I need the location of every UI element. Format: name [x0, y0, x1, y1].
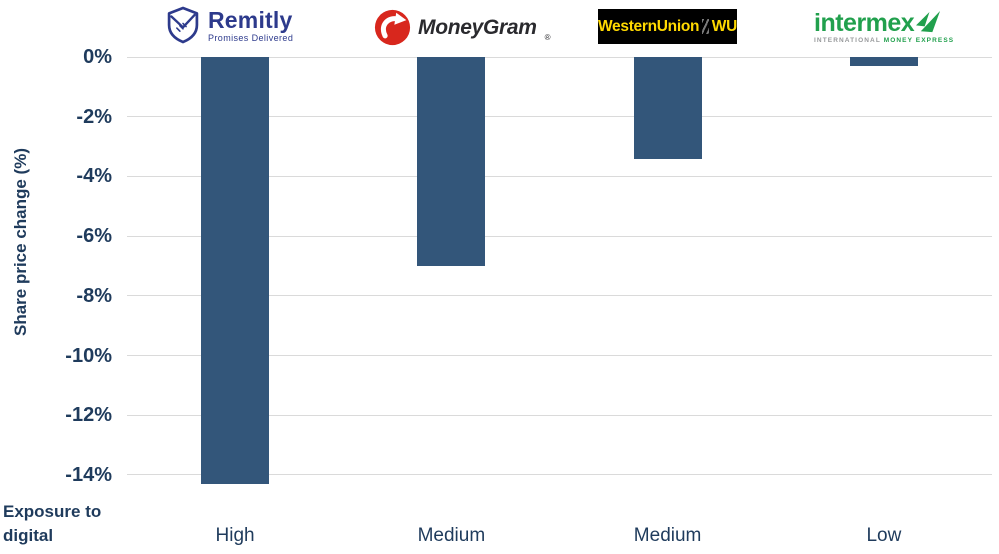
x-category-label: Medium [633, 525, 702, 546]
gridline [127, 295, 992, 297]
bar-western-union [633, 57, 702, 159]
x-axis-title-line1: Exposure to [3, 502, 102, 521]
wu-slashes-icon [702, 19, 709, 34]
westernunion-logo-abbr: WU [711, 17, 738, 35]
westernunion-logo: WesternUnion WU [598, 9, 737, 44]
remitly-logo-name: Remitly [208, 6, 293, 33]
x-category-label: Medium [417, 525, 486, 546]
y-tick-label: -12% [65, 404, 112, 427]
intermex-arrow-icon [916, 11, 941, 33]
x-category-label: Low [866, 525, 902, 546]
moneygram-logo: MoneyGram ® [374, 9, 551, 46]
gridline [127, 175, 992, 177]
intermex-logo-subtext: INTERNATIONAL MONEY EXPRESS [814, 37, 954, 44]
intermex-logo: intermex INTERNATIONAL MONEY EXPRESS [814, 11, 954, 45]
bar-intermex [849, 57, 918, 66]
remitly-logo: Remitly Promises Delivered [166, 6, 293, 44]
gridline [127, 355, 992, 356]
intermex-subtext-international: INTERNATIONAL [814, 37, 881, 44]
gridline [127, 116, 992, 118]
bar-remitly [201, 57, 270, 484]
remitly-logo-tagline: Promises Delivered [208, 32, 294, 43]
x-category-label: High [215, 525, 255, 546]
remitly-logo-text: Remitly Promises Delivered [208, 8, 293, 43]
gridline [127, 474, 992, 476]
x-axis-title-line2: digital [3, 526, 54, 545]
remitly-shield-icon [167, 6, 199, 44]
y-tick-label: 0% [83, 46, 112, 68]
bar-moneygram [417, 57, 486, 266]
moneygram-registered-mark: ® [544, 33, 551, 42]
gridline [127, 56, 992, 58]
gridline [127, 235, 992, 237]
moneygram-logo-name: MoneyGram [418, 15, 537, 39]
intermex-logo-row: intermex [814, 11, 941, 36]
y-tick-label: -8% [76, 284, 112, 307]
westernunion-logo-name: WesternUnion [598, 17, 700, 35]
intermex-subtext-money-express: MONEY EXPRESS [883, 37, 955, 44]
moneygram-globe-icon [374, 9, 411, 46]
y-tick-label: -10% [65, 344, 112, 367]
y-tick-label: -4% [76, 165, 112, 188]
y-tick-label: -6% [76, 225, 112, 248]
y-tick-label: -14% [65, 463, 112, 486]
intermex-logo-name: intermex [814, 9, 915, 37]
x-axis-title: Exposure to digital [3, 500, 101, 548]
gridline [127, 414, 992, 416]
y-tick-label: -2% [76, 105, 112, 128]
